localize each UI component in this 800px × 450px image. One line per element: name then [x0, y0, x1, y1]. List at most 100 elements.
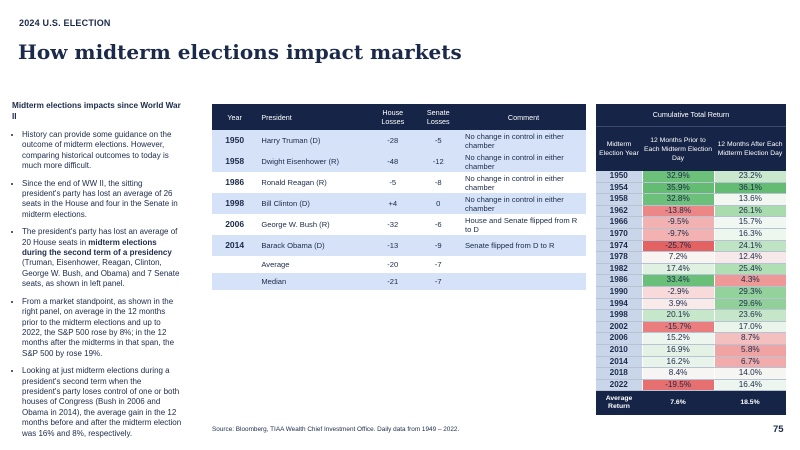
second-term-midterm-table: Year President House Losses Senate Losse…	[212, 104, 586, 290]
table2-footer-label: Average Return	[605, 395, 633, 411]
table1-cell-year	[212, 256, 258, 273]
table1-cell-comment: No change in control in either chamber	[460, 130, 586, 151]
table1-row: 2006 George W. Bush (R) -32 -6 House and Sen…	[212, 214, 586, 235]
table2-cell-prior: 16.2%	[641, 356, 714, 368]
table2-cell-year: 1998	[596, 310, 642, 321]
table1-cell-comment: No change in control in either chamber	[460, 172, 586, 193]
table2-footer-prior: 7.6%	[670, 399, 686, 407]
commentary-bullet: Looking at just midterm elections during…	[22, 366, 182, 439]
commentary-bullet-list: History can provide some guidance on the…	[12, 130, 182, 439]
table1-cell-house: -32	[370, 214, 416, 235]
table2-cell-after: 12.4%	[713, 252, 786, 263]
table2-row: 2014 16.2% 6.7%	[596, 356, 786, 369]
commentary-bullet: History can provide some guidance on the…	[22, 130, 182, 172]
table2-row: 1978 7.2% 12.4%	[596, 252, 786, 264]
table2-header-row: Midterm Election Year 12 Months Prior to…	[596, 126, 786, 171]
table2-cell-prior: 32.9%	[641, 171, 714, 182]
table2-cell-after: 17.0%	[713, 321, 786, 333]
table2-cell-after: 24.1%	[713, 240, 786, 252]
table2-cell-after: 8.7%	[713, 333, 786, 344]
table2-cell-prior: 35.9%	[641, 182, 714, 194]
table2-row: 1990 -2.9% 29.3%	[596, 286, 786, 299]
table1-cell-president: Median	[257, 273, 371, 290]
bullet-emphasis-text: midterm elections during the second term…	[22, 237, 172, 258]
source-note: Source: Bloomberg, TIAA Wealth Chief Inv…	[212, 426, 460, 433]
table2-row: 1982 17.4% 25.4%	[596, 263, 786, 276]
table1-cell-year: 1986	[212, 172, 258, 193]
page-number: 75	[773, 424, 784, 435]
table2-cell-year: 1970	[596, 228, 642, 240]
table1-cell-house: -5	[370, 172, 416, 193]
table1-cell-comment	[460, 273, 586, 290]
table2-row: 1966 -9.5% 15.7%	[596, 217, 786, 229]
table2-cell-after: 23.2%	[713, 171, 786, 182]
table2-row: 2022 -19.5% 16.4%	[596, 379, 786, 392]
table2-cell-after: 13.6%	[713, 194, 786, 205]
table1-cell-house: -48	[370, 151, 416, 172]
table1-row: 1998 Bill Clinton (D) +4 0 No change in cont…	[212, 193, 586, 214]
commentary-heading: Midterm elections impacts since World Wa…	[12, 101, 181, 121]
table1-cell-house: -20	[370, 256, 416, 273]
table1-body: 1950 Harry Truman (D) -28 -5 No change in co…	[212, 130, 586, 290]
bullet-text: Looking at just midterm elections during…	[22, 366, 182, 438]
table1-header-year: Year	[212, 104, 258, 130]
table1-row: 1958 Dwight Eisenhower (R) -48 -12 No change…	[212, 151, 586, 172]
table2-cell-year: 2018	[596, 368, 642, 379]
table2-cell-year: 2006	[596, 333, 642, 344]
table1-cell-senate: -6	[415, 214, 461, 235]
table2-row: 2002 -15.7% 17.0%	[596, 321, 786, 334]
table1-row: 2014 Barack Obama (D) -13 -9 Senate flipped …	[212, 235, 586, 256]
table1-cell-president: Ronald Reagan (R)	[257, 172, 371, 193]
table1-cell-president: Harry Truman (D)	[257, 130, 371, 151]
table1-cell-comment: No change in control in either chamber	[460, 151, 586, 172]
bullet-text: (Truman, Eisenhower, Reagan, Clinton, Ge…	[22, 258, 180, 289]
table2-header-after: 12 Months After Each Midterm Election Da…	[717, 141, 783, 157]
table1-cell-senate: -8	[415, 172, 461, 193]
table2-cell-prior: -9.5%	[641, 217, 714, 228]
table2-footer-after: 18.5%	[740, 399, 760, 407]
table2-cell-prior: 16.9%	[641, 344, 714, 356]
table2-cell-year: 1994	[596, 298, 642, 310]
table2-cell-after: 16.4%	[713, 379, 786, 391]
table1-cell-senate: 0	[415, 193, 461, 214]
table2-row: 1958 32.8% 13.6%	[596, 194, 786, 206]
table1-cell-year: 1950	[212, 130, 258, 151]
table2-cell-year: 1954	[596, 182, 642, 194]
table2-cell-year: 1974	[596, 240, 642, 252]
left-commentary-panel: Midterm elections impacts since World Wa…	[12, 101, 182, 446]
bullet-text: Since the end of WW II, the sitting pres…	[22, 178, 178, 219]
table2-cell-after: 4.3%	[713, 275, 786, 286]
table2-row: 2018 8.4% 14.0%	[596, 368, 786, 380]
table1-cell-president: George W. Bush (R)	[257, 214, 371, 235]
table2-cell-after: 14.0%	[713, 368, 786, 379]
table2-cell-year: 1986	[596, 275, 642, 286]
table2-row: 1994 3.9% 29.6%	[596, 298, 786, 311]
table1-cell-year	[212, 273, 258, 290]
table1-cell-senate: -12	[415, 151, 461, 172]
table2-cell-prior: -25.7%	[641, 240, 714, 252]
table1-cell-year: 1998	[212, 193, 258, 214]
table2-cell-year: 2002	[596, 321, 642, 333]
cumulative-return-table: Cumulative Total Return Midterm Election…	[596, 104, 786, 416]
section-kicker: 2024 U.S. ELECTION	[19, 18, 111, 28]
commentary-bullet: Since the end of WW II, the sitting pres…	[22, 179, 182, 221]
table2-row: 1950 32.9% 23.2%	[596, 171, 786, 183]
table1-cell-comment: No change in control in either chamber	[460, 193, 586, 214]
table2-row: 2006 15.2% 8.7%	[596, 333, 786, 345]
table2-cell-prior: 20.1%	[641, 310, 714, 321]
bullet-text: From a market standpoint, as shown in th…	[22, 296, 175, 358]
table2-cell-year: 2014	[596, 356, 642, 368]
table2-cell-prior: 7.2%	[641, 252, 714, 263]
table1-cell-president: Average	[257, 256, 371, 273]
table1-cell-senate: -7	[415, 273, 461, 290]
table2-cell-year: 1978	[596, 252, 642, 263]
table2-cell-after: 29.3%	[713, 286, 786, 298]
table2-title: Cumulative Total Return	[596, 104, 786, 126]
table2-footer-row: Average Return 7.6% 18.5%	[596, 391, 786, 416]
table1-cell-year: 2006	[212, 214, 258, 235]
table1-cell-house: -28	[370, 130, 416, 151]
table1-cell-senate: -7	[415, 256, 461, 273]
table2-cell-after: 6.7%	[713, 356, 786, 368]
table2-cell-year: 1958	[596, 194, 642, 205]
table1-header-senate: Senate Losses	[415, 104, 461, 130]
